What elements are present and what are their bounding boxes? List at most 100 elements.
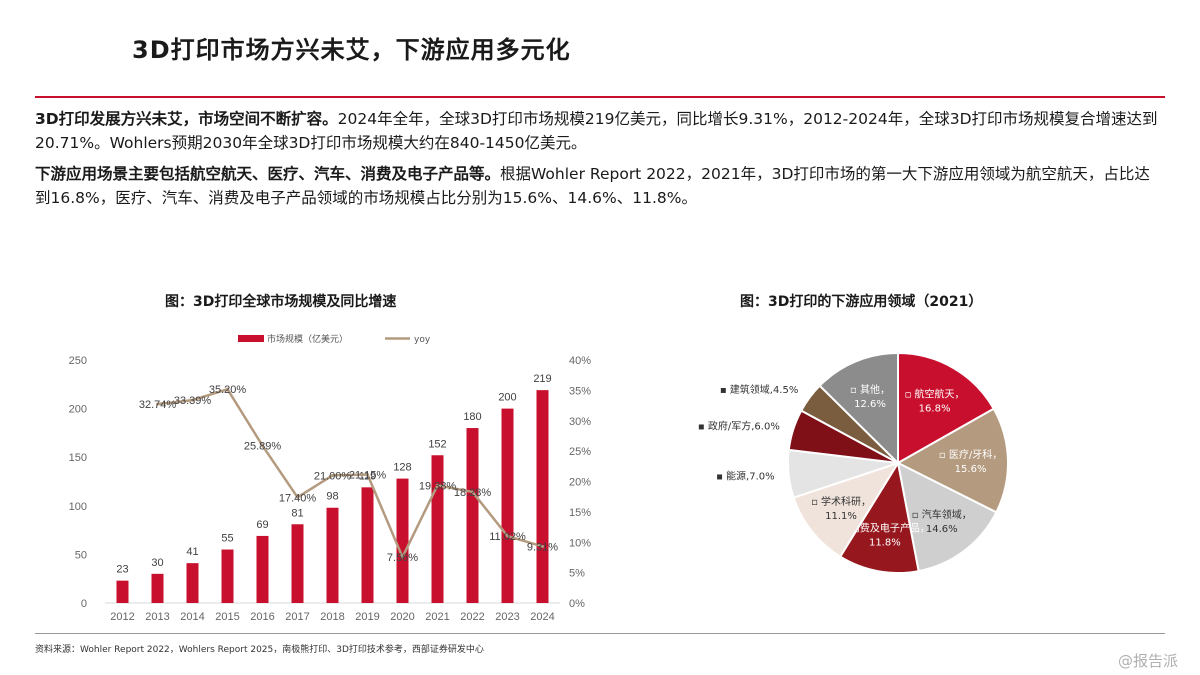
pie-label-name: ▫ 学术科研，: [811, 495, 871, 508]
left-axis-tick: 50: [75, 549, 87, 561]
pie-label-value: 11.8%: [869, 537, 901, 548]
downstream-pie-chart: ▫ 航空航天， 16.8% ▫ 医疗/牙科， 15.6% ▫ 汽车领域， 14.6%▫ 消…: [698, 351, 1009, 574]
bar-market-size-2012: [116, 580, 129, 603]
yoy-value-label: 11.02%: [489, 531, 526, 543]
paragraph-market-size: 3D打印发展方兴未艾，市场空间不断扩容。2024年全年，全球3D打印市场规模21…: [35, 107, 1165, 155]
pie-label-name: ▪ 建筑领域,4.5%: [720, 383, 799, 396]
right-axis-tick: 15%: [569, 507, 591, 519]
pie-label-name: ▪ 能源,7.0%: [716, 469, 775, 482]
x-axis-tick: 2013: [145, 611, 169, 623]
yoy-line: [157, 387, 543, 559]
watermark: @报告派: [1117, 652, 1178, 670]
bar-market-size-2022: [466, 428, 479, 603]
yoy-value-label: 32.74%: [139, 399, 177, 411]
bar-value-label: 41: [186, 546, 198, 558]
right-axis-tick: 40%: [569, 355, 591, 367]
source-divider: [35, 633, 1165, 634]
yoy-point-2021: [436, 483, 439, 487]
yoy-value-label: 25.89%: [244, 441, 282, 453]
yoy-point-2014: [191, 398, 194, 402]
pie-label-value: 16.8%: [919, 403, 951, 414]
pie-label-value: 11.1%: [825, 511, 857, 522]
paragraph-downstream-body: 根据Wohler Report 2022，2021年，3D打印市场的第一大下游应…: [35, 165, 1150, 207]
x-axis-tick: 2015: [215, 611, 239, 623]
bar-value-label: 128: [393, 462, 411, 474]
yoy-value-label: 9.31%: [527, 541, 558, 553]
yoy-point-2016: [261, 444, 264, 448]
bar-market-size-2019: [361, 487, 374, 603]
x-axis-tick: 2023: [495, 611, 519, 623]
yoy-value-label: 7.56%: [387, 552, 418, 564]
x-axis-tick: 2016: [250, 611, 274, 623]
left-axis-tick: 250: [69, 355, 87, 367]
yoy-value-label: 18.28%: [454, 487, 492, 499]
paragraph-market-size-lead: 3D打印发展方兴未艾，市场空间不断扩容。: [35, 110, 338, 128]
pie-chart-title: 图：3D打印的下游应用领域（2021）: [740, 294, 983, 310]
pie-label-name: ▫ 消费及电子产品，: [840, 521, 930, 534]
pie-slice-8: [818, 351, 899, 466]
legend-label-market-size: 市场规模（亿美元）: [267, 333, 348, 345]
bar-market-size-2014: [186, 563, 199, 603]
page-title: 3D打印市场方兴未艾，下游应用多元化: [132, 36, 571, 64]
pie-label-name: ▪ 政府/军方,6.0%: [698, 419, 780, 432]
bar-market-size-2024: [536, 390, 549, 603]
yoy-point-2023: [506, 534, 509, 538]
right-axis-tick: 25%: [569, 446, 591, 458]
source-note: 资料来源：Wohler Report 2022，Wohlers Report 2…: [35, 645, 484, 655]
pie-label-value: 14.6%: [926, 524, 958, 535]
yoy-point-2013: [156, 402, 159, 406]
bar-market-size-2021: [431, 455, 444, 603]
x-axis-tick: 2019: [355, 611, 379, 623]
bar-value-label: 180: [463, 411, 481, 423]
bar-market-size-2018: [326, 507, 339, 603]
bar-market-size-2015: [221, 549, 234, 603]
bar-value-label: 69: [256, 519, 268, 531]
left-axis-tick: 100: [69, 501, 87, 513]
bar-value-label: 219: [533, 373, 551, 385]
x-axis-tick: 2021: [425, 611, 449, 623]
bar-market-size-2017: [291, 524, 304, 603]
right-axis-tick: 20%: [569, 477, 591, 489]
legend-label-yoy: yoy: [414, 335, 431, 345]
market-size-chart: 市场规模（亿美元） yoy 0 50 100 150 200 250 0% 5% 10% 15% 20%…: [69, 333, 592, 623]
paragraph-downstream-lead: 下游应用场景主要包括航空航天、医疗、汽车、消费及电子产品等。: [35, 165, 501, 183]
bar-value-label: 98: [326, 491, 338, 503]
x-axis-tick: 2012: [110, 611, 134, 623]
yoy-point-2020: [401, 555, 404, 559]
right-axis-tick: 5%: [569, 568, 585, 580]
left-axis-tick: 0: [81, 598, 87, 610]
pie-label-name: ▫ 医疗/牙科，: [939, 448, 1002, 461]
pie-label-value: 12.6%: [854, 399, 886, 410]
yoy-value-label: 21.15%: [349, 470, 387, 482]
yoy-value-label: 19.38%: [419, 480, 457, 492]
yoy-value-label: 17.40%: [279, 492, 317, 504]
pie-label-name: ▫ 汽车领域，: [912, 508, 972, 521]
x-axis-tick: 2024: [530, 611, 554, 623]
bar-value-label: 23: [116, 564, 128, 576]
pie-slice-2: [896, 461, 998, 573]
left-axis-tick: 150: [69, 452, 87, 464]
bar-market-size-2020: [396, 478, 409, 603]
bar-chart-title: 图：3D打印全球市场规模及同比增速: [165, 294, 397, 310]
yoy-point-2015: [226, 387, 229, 391]
x-axis-tick: 2014: [180, 611, 204, 623]
pie-slice-4: [792, 461, 901, 558]
yoy-point-2024: [541, 544, 544, 548]
pie-label-name: ▫ 其他，: [850, 383, 890, 396]
bar-value-label: 200: [498, 392, 516, 404]
pie-slice-3: [838, 460, 920, 574]
yoy-point-2019: [366, 473, 369, 477]
bar-value-label: 55: [221, 533, 233, 545]
left-axis-tick: 200: [69, 404, 87, 416]
legend-swatch-market-size: [238, 335, 264, 342]
paragraph-downstream: 下游应用场景主要包括航空航天、医疗、汽车、消费及电子产品等。根据Wohler R…: [35, 162, 1165, 210]
x-axis-tick: 2020: [390, 611, 414, 623]
pie-label-name: ▫ 航空航天，: [905, 387, 965, 400]
yoy-value-label: 33.39%: [174, 395, 212, 407]
pie-slice-0: [897, 351, 996, 465]
right-axis-tick: 35%: [569, 385, 591, 397]
bar-value-label: 152: [428, 438, 446, 450]
yoy-value-label: 21.00%: [314, 470, 352, 482]
paragraph-market-size-body: 2024年全年，全球3D打印市场规模219亿美元，同比增长9.31%，2012-…: [35, 110, 1158, 152]
title-divider: [35, 96, 1165, 98]
